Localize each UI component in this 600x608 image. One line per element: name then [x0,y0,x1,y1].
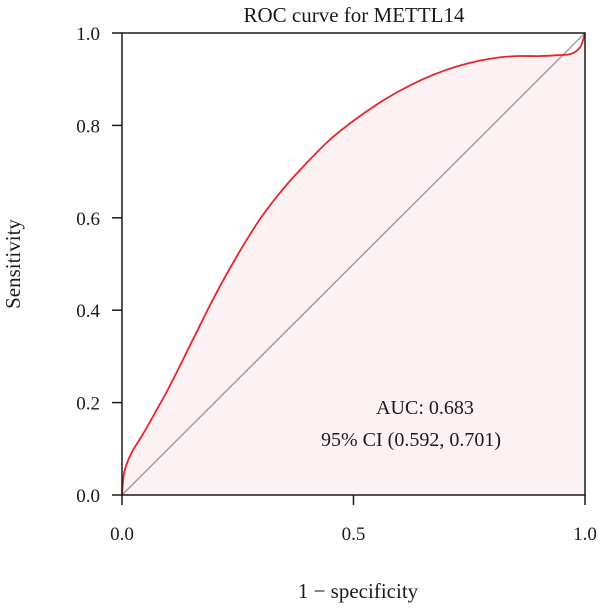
y-tick-label: 0.8 [76,116,100,137]
y-axis: 0.0 0.2 0.4 0.6 0.8 1.0 [76,24,122,507]
x-tick-label: 0.0 [110,524,134,545]
y-tick-label: 1.0 [76,24,100,45]
y-tick-label: 0.0 [76,486,100,507]
ci-annotation: 95% CI (0.592, 0.701) [321,429,501,451]
y-tick-label: 0.2 [76,394,100,415]
reference-diagonal-line [121,32,586,496]
y-tick-label: 0.6 [76,209,100,230]
y-tick-label: 0.4 [76,301,100,322]
x-axis-title: 1 − specificity [298,579,419,603]
auc-annotation: AUC: 0.683 [376,397,474,419]
plot-area [121,32,586,496]
x-tick-label: 1.0 [573,524,597,545]
x-axis: 0.0 0.5 1.0 [110,495,597,545]
roc-curve-line [121,32,586,496]
y-axis-title: Sensitivity [1,219,25,309]
x-tick-label: 0.5 [342,524,366,545]
chart-title: ROC curve for METTL14 [243,3,465,27]
